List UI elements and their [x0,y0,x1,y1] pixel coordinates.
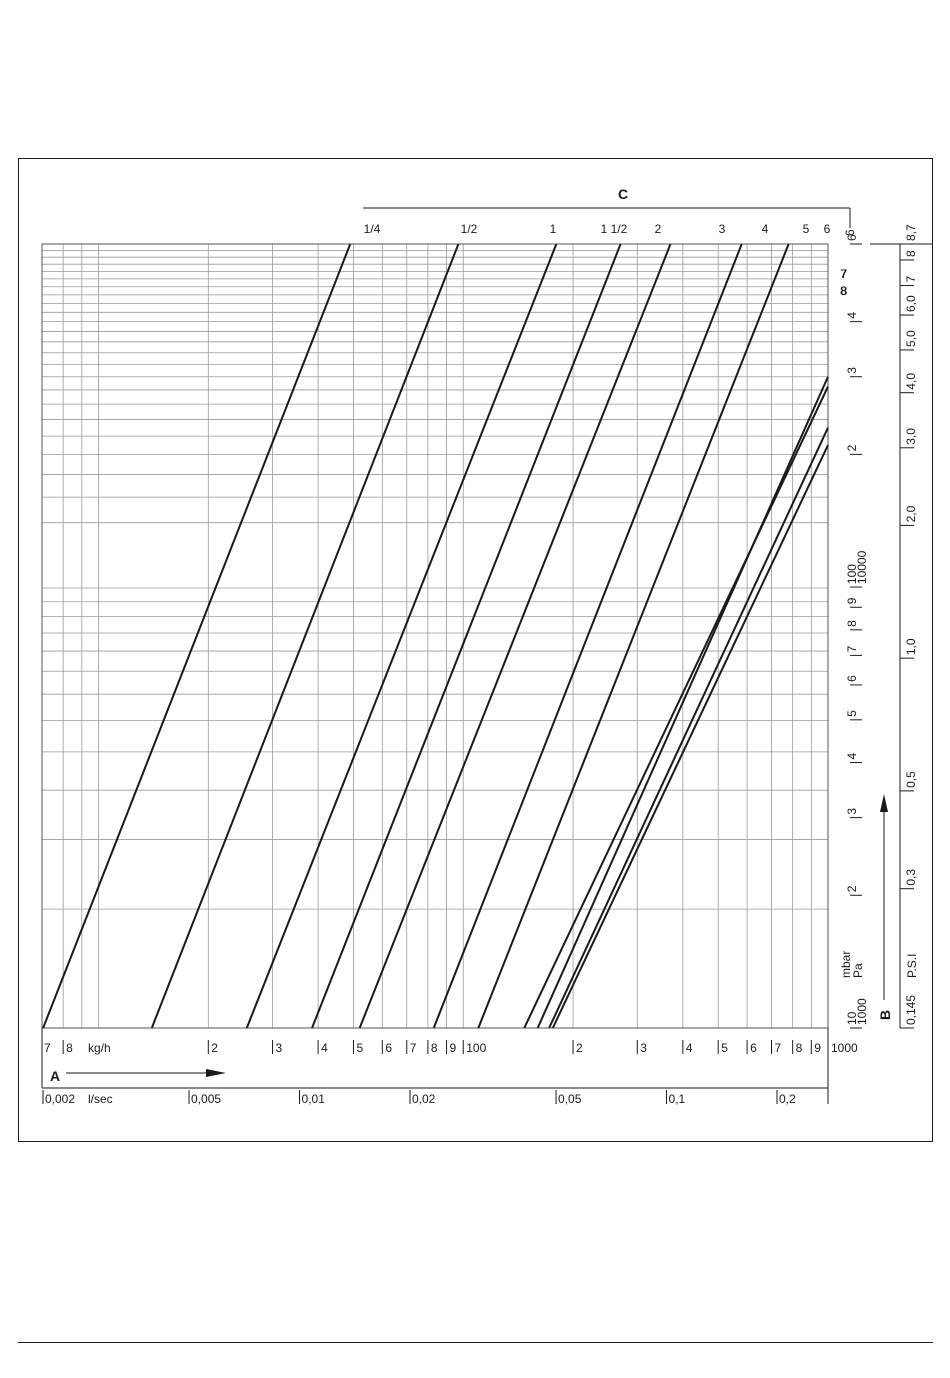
footer-rule [18,1342,933,1343]
mbar-tick-label-3: 4 [845,753,859,760]
psi-tick-label-2: 0,5 [904,771,918,788]
series-line-4 [311,243,622,1029]
series-label-5: 2 [655,222,662,236]
chart-frame [18,158,933,1142]
series-line-3 [245,243,558,1029]
mbar-tick-label-4: 5 [845,710,859,717]
kg-tick-label-19: 1000 [831,1041,858,1055]
kg-tick-label-11: 2 [576,1041,583,1055]
psi-tick-label-5: 3,0 [904,428,918,445]
kg-tick-label-15: 6 [750,1041,757,1055]
mbar-tick-label-10: 2 [845,444,859,451]
series-line-7 [477,243,790,1029]
kg-tick-label-0: 7 [44,1041,51,1055]
kg-tick-label-8: 8 [431,1041,438,1055]
lsec-tick-label-4: 0,05 [558,1092,582,1106]
mbar-tick-label-9: 100 [845,564,859,584]
psi-tick-label-10: 8 [904,250,918,257]
chart-labels: C A kg/h l/sec B mbar Pa P.S.I [50,186,919,1106]
mbar-tick-label-2: 3 [845,808,859,815]
psi-unit-label: P.S.I [905,954,919,978]
axis-b-letter: B [877,1010,893,1020]
psi-tick-label-1: 0,3 [904,869,918,886]
psi-tick-label-6: 4,0 [904,373,918,390]
pa-tick-label-1: 10000 [855,550,869,584]
mbar-tick-label-12: 4 [845,312,859,319]
axis-a-arrow-head [206,1069,226,1077]
lsec-tick-label-3: 0,02 [412,1092,436,1106]
pa-tick-label-0: 1000 [855,998,869,1025]
lsec-tick-label-1: 0,005 [191,1092,221,1106]
mbar-tick-label-11: 3 [845,367,859,374]
kg-tick-label-17: 8 [796,1041,803,1055]
series-line-8 [523,386,829,1029]
kg-tick-label-13: 4 [686,1041,693,1055]
lsec-unit-label: l/sec [88,1092,113,1106]
mbar-tick-label-8: 9 [845,597,859,604]
kg-tick-label-5: 5 [356,1041,363,1055]
series-line-6 [432,243,743,1029]
upper-label-1: 8 [840,284,847,298]
mbar-tick-label-5: 6 [845,675,859,682]
kg-tick-label-6: 6 [385,1041,392,1055]
mbar-unit-label: mbar [839,951,853,978]
series-label-2: 1/2 [461,222,478,236]
series-line-5 [358,243,672,1029]
chart-grid [41,243,829,1029]
lsec-tick-label-6: 0,2 [779,1092,796,1106]
psi-tick-label-9: 7 [904,276,918,283]
kg-tick-label-16: 7 [774,1041,781,1055]
series-line-9 [536,376,829,1029]
series-label-6: 3 [719,222,726,236]
series-label-8: 5 [803,222,810,236]
lsec-tick-label-5: 0,1 [669,1092,686,1106]
mbar-tick-label-1: 2 [845,885,859,892]
axis-b-arrow-head [880,794,888,812]
axis-a-letter: A [50,1068,60,1084]
plot-area [41,243,829,1029]
mbar-tick-label-13: 6 [845,234,859,241]
series-label-top-6: 6 [843,229,857,236]
series-label-10: 7 [841,267,848,281]
kg-tick-label-2: 2 [211,1041,218,1055]
mbar-tick-label-0: 10 [845,1011,859,1025]
psi-tick-label-4: 2,0 [904,505,918,522]
kg-tick-label-14: 5 [721,1041,728,1055]
series-label-1: 1/4 [364,222,381,236]
curve-group-label: C [618,186,628,202]
psi-tick-label-8: 6,0 [904,295,918,312]
series-label-11: 8 [841,284,848,298]
chart-series [42,243,829,1029]
mbar-tick-label-7: 8 [845,620,859,627]
series-line-2 [150,243,460,1029]
pa-unit-label: Pa [851,963,865,978]
kg-tick-label-18: 9 [814,1041,821,1055]
kg-tick-label-4: 4 [321,1041,328,1055]
mbar-tick-label-6: 7 [845,645,859,652]
series-line-11 [551,444,829,1029]
series-label-4: 1 1/2 [601,222,628,236]
lsec-tick-label-0: 0,002 [45,1092,75,1106]
psi-tick-label-3: 1,0 [904,638,918,655]
series-label-7: 4 [762,222,769,236]
kg-tick-label-12: 3 [640,1041,647,1055]
lsec-tick-label-2: 0,01 [302,1092,326,1106]
kg-tick-label-9: 9 [450,1041,457,1055]
psi-tick-label-0: 0,145 [904,995,918,1025]
series-label-3: 1 [550,222,557,236]
series-line-10 [548,427,829,1029]
series-line-1 [42,243,352,1029]
kg-unit-label: kg/h [88,1041,111,1055]
upper-label-0: 7 [840,267,847,281]
series-label-9: 6 [824,222,831,236]
kg-tick-label-7: 7 [410,1041,417,1055]
psi-tick-label-11: 8,7 [904,224,918,241]
psi-tick-label-7: 5,0 [904,330,918,347]
kg-tick-label-3: 3 [276,1041,283,1055]
kg-tick-label-1: 8 [66,1041,73,1055]
kg-tick-label-10: 100 [466,1041,486,1055]
